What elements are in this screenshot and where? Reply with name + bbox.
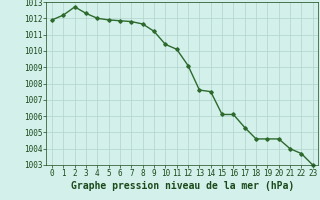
X-axis label: Graphe pression niveau de la mer (hPa): Graphe pression niveau de la mer (hPa) <box>71 181 294 191</box>
